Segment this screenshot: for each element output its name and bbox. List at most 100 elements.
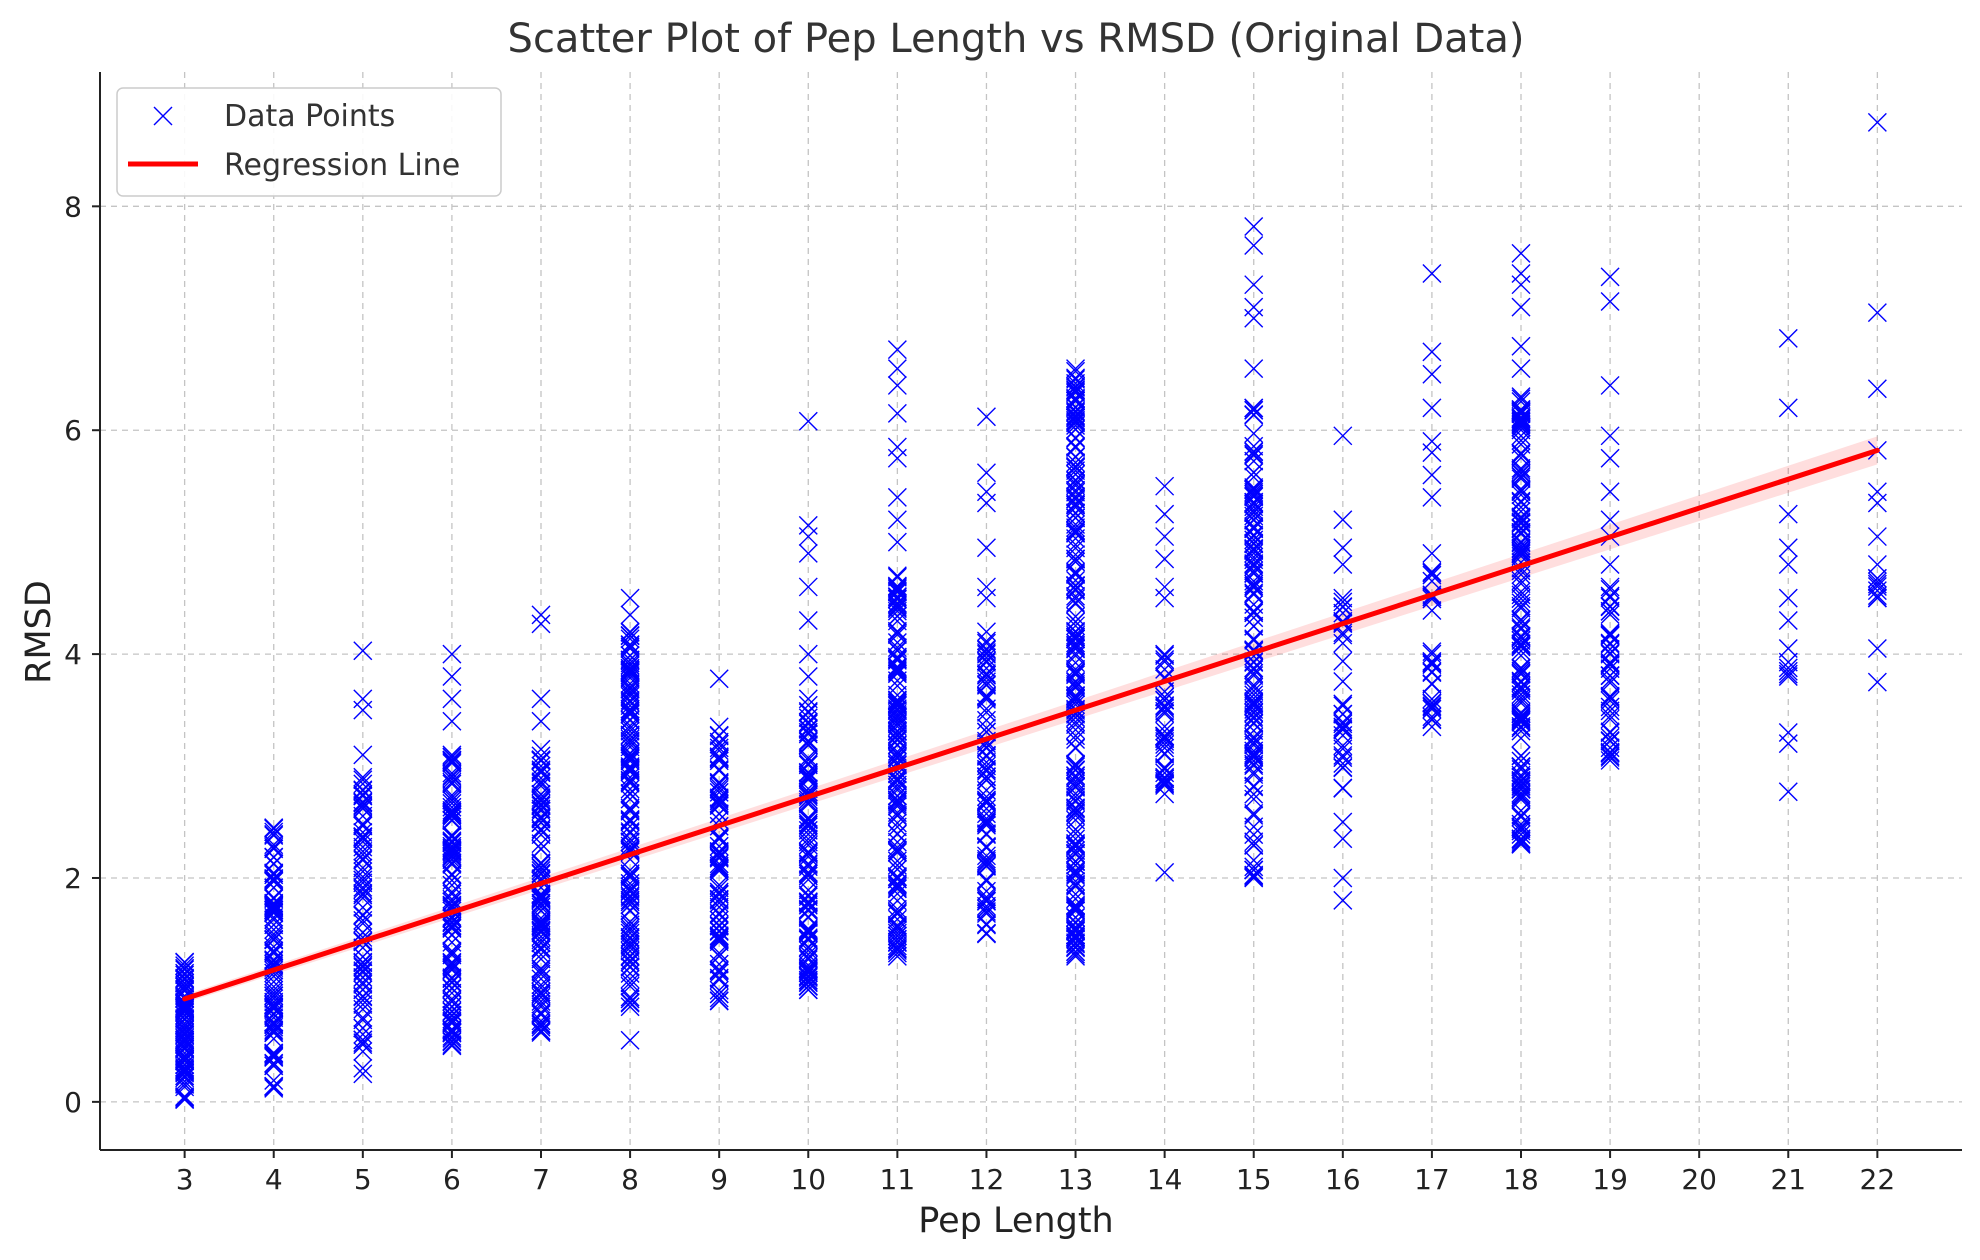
- data-point: [442, 825, 462, 845]
- point-stroke-b: [264, 941, 284, 961]
- data-point: [531, 614, 551, 634]
- point-stroke-b: [264, 1045, 284, 1065]
- data-point: [887, 625, 907, 645]
- data-point: [442, 955, 462, 975]
- data-point: [353, 798, 373, 818]
- data-point: [353, 906, 373, 926]
- data-point: [264, 920, 284, 940]
- point-stroke-b: [353, 745, 373, 765]
- data-point: [353, 845, 373, 865]
- data-point: [353, 770, 373, 790]
- point-stroke-b: [442, 996, 462, 1016]
- point-stroke-b: [264, 1076, 284, 1096]
- point-stroke-b: [175, 1062, 195, 1082]
- point-cluster: [264, 818, 284, 1098]
- point-stroke-b: [620, 997, 640, 1017]
- data-point: [442, 1026, 462, 1046]
- point-stroke-b: [264, 999, 284, 1019]
- point-stroke-b: [353, 906, 373, 926]
- data-point: [531, 839, 551, 859]
- point-stroke-b: [353, 980, 373, 1000]
- point-stroke-b: [264, 1012, 284, 1032]
- data-point: [442, 767, 462, 787]
- data-point: [976, 813, 996, 833]
- point-stroke-b: [353, 1058, 373, 1078]
- point-stroke-b: [353, 829, 373, 849]
- point-stroke-b: [442, 745, 462, 765]
- data-point: [976, 407, 996, 427]
- data-points: [175, 112, 1887, 1110]
- point-stroke-b: [264, 878, 284, 898]
- point-stroke-b: [264, 1070, 284, 1090]
- data-point: [353, 829, 373, 849]
- point-stroke-b: [442, 644, 462, 664]
- point-stroke-b: [264, 1021, 284, 1041]
- data-point: [620, 605, 640, 625]
- point-stroke-b: [175, 963, 195, 983]
- data-point: [1244, 297, 1264, 317]
- data-point: [1333, 671, 1353, 691]
- data-point: [620, 801, 640, 821]
- data-point: [175, 1002, 195, 1022]
- point-stroke-b: [442, 772, 462, 792]
- data-point: [1066, 802, 1086, 821]
- point-stroke-b: [353, 905, 373, 925]
- data-point: [442, 973, 462, 993]
- point-stroke-b: [531, 790, 551, 810]
- point-stroke-b: [264, 847, 284, 867]
- point-stroke-b: [353, 1024, 373, 1044]
- point-stroke-b: [531, 746, 551, 766]
- point-stroke-b: [175, 956, 195, 976]
- point-stroke-b: [264, 839, 284, 859]
- data-point: [531, 861, 551, 880]
- point-stroke-b: [264, 1043, 284, 1063]
- point-cluster: [887, 340, 907, 966]
- point-stroke-b: [442, 1005, 462, 1025]
- data-point: [353, 774, 373, 794]
- point-stroke-b: [531, 809, 551, 829]
- point-stroke-b: [175, 1019, 195, 1039]
- point-stroke-b: [442, 864, 462, 884]
- point-stroke-b: [442, 842, 462, 862]
- point-stroke-b: [264, 983, 284, 1003]
- point-stroke-b: [264, 869, 284, 889]
- data-point: [264, 915, 284, 935]
- data-point: [353, 870, 373, 890]
- data-point: [175, 998, 195, 1018]
- data-point: [531, 857, 551, 877]
- data-point: [264, 1008, 284, 1028]
- data-point: [175, 1055, 195, 1075]
- data-point: [264, 878, 284, 898]
- data-point: [264, 1012, 284, 1032]
- data-point: [1155, 504, 1175, 524]
- data-point: [264, 869, 284, 889]
- data-point: [1244, 275, 1264, 295]
- data-point: [353, 1064, 373, 1084]
- point-stroke-b: [531, 921, 551, 941]
- data-point: [531, 888, 551, 908]
- data-point: [264, 1076, 284, 1096]
- data-point: [353, 867, 373, 887]
- data-point: [175, 960, 195, 980]
- data-point: [442, 772, 462, 792]
- point-stroke-b: [353, 990, 373, 1010]
- data-point: [1244, 462, 1264, 482]
- data-point: [531, 890, 551, 910]
- point-stroke-b: [531, 890, 551, 910]
- data-point: [531, 975, 551, 995]
- data-point: [798, 703, 818, 723]
- data-point: [353, 1033, 373, 1053]
- data-point: [709, 988, 729, 1008]
- data-point: [531, 930, 551, 950]
- data-point: [531, 689, 551, 709]
- data-point: [1333, 538, 1353, 558]
- data-point: [976, 482, 996, 502]
- point-stroke-b: [353, 888, 373, 908]
- point-stroke-b: [264, 896, 284, 916]
- data-point: [442, 978, 462, 998]
- point-stroke-b: [442, 973, 462, 993]
- data-point: [531, 969, 551, 989]
- point-stroke-b: [531, 839, 551, 859]
- point-stroke-b: [442, 753, 462, 773]
- point-stroke-b: [353, 870, 373, 890]
